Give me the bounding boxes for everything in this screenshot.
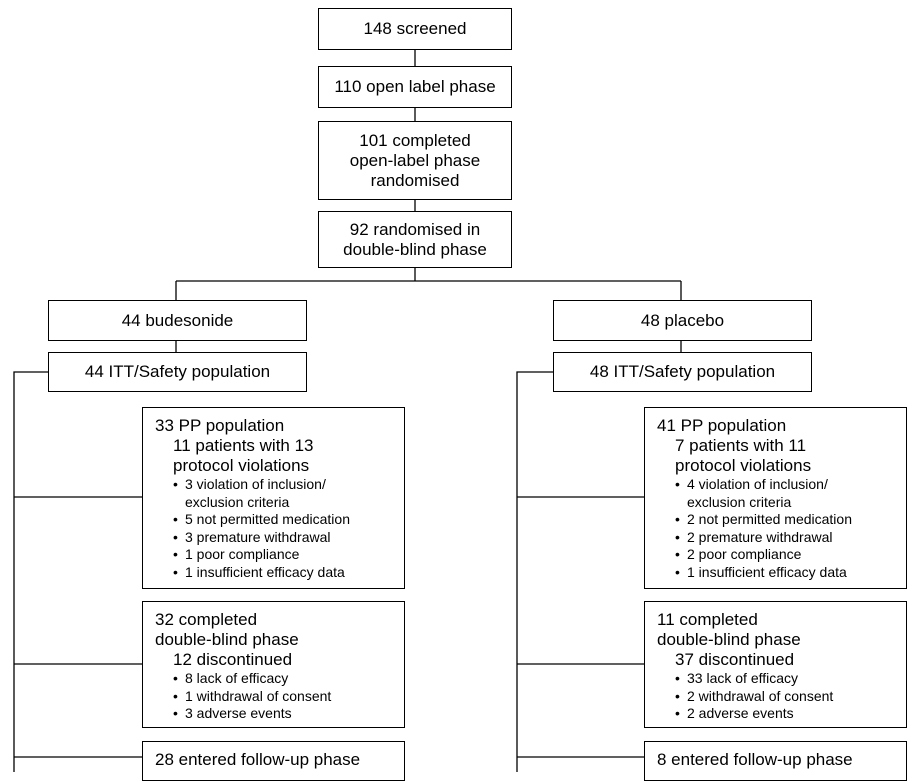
list-item: 2 poor compliance [657, 546, 906, 564]
box-text: 148 screened [363, 19, 467, 38]
box-text: 44 budesonide [121, 310, 234, 330]
list-item: 1 poor compliance [155, 546, 404, 564]
list-item: 33 lack of efficacy [657, 670, 906, 688]
list-item: 1 withdrawal of consent [155, 688, 404, 706]
box-text: double-blind phase [343, 239, 487, 259]
group-box: 48 placebo [553, 300, 812, 341]
flow-box: 101 completed open-label phase randomised [318, 121, 512, 200]
box-subtitle: protocol violations [173, 456, 310, 475]
list-item: 4 violation of inclusion/ [657, 476, 906, 494]
box-text: randomised [370, 170, 460, 190]
box-title: double-blind phase [657, 630, 801, 649]
box-text: 48 placebo [640, 310, 725, 330]
box-subtitle: protocol violations [675, 456, 812, 475]
flow-box: 110 open label phase [318, 66, 512, 108]
list-item: exclusion criteria [687, 493, 792, 510]
box-subtitle: 12 discontinued [173, 650, 293, 669]
box-text: 48 ITT/Safety population [589, 362, 776, 381]
followup-box: 28 entered follow-up phase [142, 741, 405, 781]
list-item: 1 insufficient efficacy data [657, 564, 906, 582]
box-text: 110 open label phase [334, 77, 496, 96]
box-title: 11 completed [657, 610, 758, 629]
list-item: 3 violation of inclusion/ [155, 476, 404, 494]
list-item: 2 premature withdrawal [657, 529, 906, 547]
list-item: 2 withdrawal of consent [657, 688, 906, 706]
list-item: exclusion criteria [185, 493, 290, 510]
box-subtitle: 7 patients with 11 [675, 436, 807, 455]
flow-box: 92 randomised in double-blind phase [318, 211, 512, 268]
box-text: 8 entered follow-up phase [657, 750, 853, 769]
list-item: 3 premature withdrawal [155, 529, 404, 547]
itt-box: 44 ITT/Safety population [48, 352, 307, 392]
box-text: 28 entered follow-up phase [155, 750, 361, 769]
followup-box: 8 entered follow-up phase [644, 741, 907, 781]
box-text: 92 randomised in [349, 219, 481, 239]
pp-box: 41 PP population 7 patients with 11 protoc… [644, 407, 907, 589]
group-box: 44 budesonide [48, 300, 307, 341]
itt-box: 48 ITT/Safety population [553, 352, 812, 392]
box-text: open-label phase [349, 150, 481, 170]
list-item: 3 adverse events [155, 705, 404, 723]
box-subtitle: 37 discontinued [675, 650, 795, 669]
box-title: 32 completed [155, 610, 258, 629]
box-subtitle: 11 patients with 13 [173, 436, 314, 455]
list-item: 8 lack of efficacy [155, 670, 404, 688]
list-item: 5 not permitted medication [155, 511, 404, 529]
pp-box: 33 PP population 11 patients with 13 proto… [142, 407, 405, 589]
list-item: 2 not permitted medication [657, 511, 906, 529]
box-text: 101 completed [359, 130, 471, 150]
box-title: 41 PP population [657, 416, 787, 435]
box-title: double-blind phase [155, 630, 299, 649]
list-item: 2 adverse events [657, 705, 906, 723]
flow-box: 148 screened [318, 8, 512, 50]
completed-box: 32 completed double-blind phase 12 discont… [142, 601, 405, 728]
list-item: 1 insufficient efficacy data [155, 564, 404, 582]
box-text: 44 ITT/Safety population [84, 362, 271, 381]
box-title: 33 PP population [155, 416, 285, 435]
completed-box: 11 completed double-blind phase 37 discont… [644, 601, 907, 728]
